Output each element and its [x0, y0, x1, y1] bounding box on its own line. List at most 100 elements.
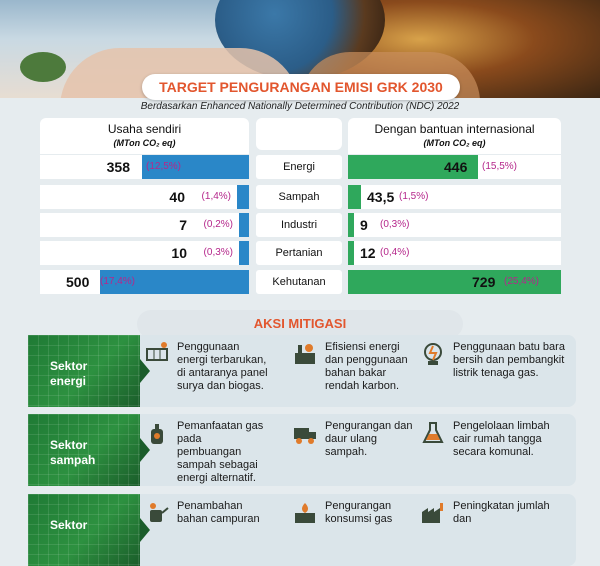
- left-column-unit: (MTon CO₂ eq): [113, 138, 176, 148]
- tree-image: [20, 52, 66, 82]
- gas-factory-icon: [292, 500, 318, 526]
- right-value: 12: [360, 245, 376, 261]
- right-value: 446: [444, 159, 468, 175]
- mitigation-text: Pemanfaatan gas pada pembuangan sampah s…: [177, 420, 264, 484]
- sector-label: Pertanian: [256, 241, 342, 265]
- right-column-header: Dengan bantuan internasional (MTon CO₂ e…: [348, 118, 561, 154]
- left-row: 7 (0,2%): [40, 213, 249, 237]
- sector-title-line-1: Sektor: [50, 438, 88, 452]
- left-value: 40: [169, 189, 185, 205]
- mitigation-text: Penggunaan energi terbarukan, di antaran…: [177, 341, 268, 392]
- left-row: 40 (1,4%): [40, 185, 249, 209]
- sector-label: Industri: [256, 213, 342, 237]
- left-percent: (17,4%): [100, 276, 136, 287]
- right-percent: (15,5%): [482, 161, 518, 172]
- right-row: 729 (25,4%): [348, 270, 561, 294]
- mitigation-item: Peningkatan jumlah dan: [420, 500, 570, 526]
- left-row: 358 (12,5%): [40, 155, 249, 179]
- sector-label-panel: Sektor: [28, 494, 140, 566]
- right-row: 43,5 (1,5%): [348, 185, 561, 209]
- right-percent: (25,4%): [504, 276, 540, 287]
- left-value: 10: [171, 245, 187, 261]
- sector-arrow: [140, 438, 150, 462]
- sector-title: Sektor sampah: [50, 438, 95, 468]
- mitigation-item: Pemanfaatan gas pada pembuangan sampah s…: [144, 420, 268, 485]
- left-value: 358: [106, 159, 130, 175]
- left-row: 500 (17,4%): [40, 270, 249, 294]
- mitigation-item: Pengelolaan limbah cair rumah tangga sec…: [420, 420, 570, 459]
- sector-card: Sektor sampah Pemanfaatan gas pada pembuan…: [28, 414, 576, 486]
- mitigation-item: Pengurangan konsumsi gas: [292, 500, 416, 526]
- mitigation-text: Efisiensi energi dan penggunaan bahan ba…: [325, 341, 408, 392]
- left-value: 7: [179, 217, 187, 233]
- right-percent: (0,3%): [380, 219, 410, 230]
- left-bar: [237, 185, 249, 209]
- left-percent: (1,4%): [201, 191, 231, 202]
- right-bar: [348, 213, 354, 237]
- mitigation-item: Pengurangan dan daur ulang sampah.: [292, 420, 416, 459]
- sector-card: Sektor energi Penggunaan energi terbarukan…: [28, 335, 576, 407]
- left-row: 10 (0,3%): [40, 241, 249, 265]
- sector-title-line-2: sampah: [50, 453, 96, 467]
- right-bar: [348, 155, 478, 179]
- mitigation-text: Penambahan bahan campuran: [177, 500, 260, 525]
- flask-icon: [420, 420, 446, 446]
- recycle-truck-icon: [292, 420, 318, 446]
- left-bar: [239, 213, 249, 237]
- right-column-title: Dengan bantuan internasional: [374, 122, 535, 136]
- left-percent: (0,2%): [203, 219, 233, 230]
- left-column-title: Usaha sendiri: [107, 122, 182, 136]
- mitigation-text: Peningkatan jumlah dan: [453, 500, 550, 525]
- right-value: 729: [472, 274, 496, 290]
- left-value: 500: [66, 274, 90, 290]
- page-title: TARGET PENGURANGAN EMISI GRK 2030: [142, 74, 460, 100]
- page-subtitle: Berdasarkan Enhanced Nationally Determin…: [140, 101, 460, 112]
- right-percent: (0,4%): [380, 247, 410, 258]
- gas-bottle-icon: [144, 420, 170, 446]
- left-bar: [239, 241, 249, 265]
- watering-can-icon: [144, 500, 170, 526]
- mitigation-item: Efisiensi energi dan penggunaan bahan ba…: [292, 341, 416, 393]
- right-bar: [348, 270, 561, 294]
- left-column-header: Usaha sendiri (MTon CO₂ eq): [40, 118, 249, 154]
- mitigation-item: Penambahan bahan campuran: [144, 500, 268, 526]
- right-percent: (1,5%): [399, 191, 429, 202]
- sector-title-line-1: Sektor: [50, 518, 88, 532]
- sector-title: Sektor energi: [50, 359, 87, 389]
- sector-label: Sampah: [256, 185, 342, 209]
- coal-plant-icon: [420, 341, 446, 367]
- mitigation-item: Penggunaan batu bara bersih dan pembangk…: [420, 341, 570, 380]
- sector-title-line-1: Sektor: [50, 359, 88, 373]
- solar-panel-icon: [144, 341, 170, 367]
- left-bar: [100, 270, 249, 294]
- mitigation-text: Pengurangan konsumsi gas: [325, 500, 393, 525]
- sector-title: Sektor: [50, 518, 87, 533]
- sector-label-panel: Sektor energi: [28, 335, 140, 407]
- right-bar: [348, 241, 354, 265]
- factory-efficiency-icon: [292, 341, 318, 367]
- mitigation-text: Penggunaan batu bara bersih dan pembangk…: [453, 341, 565, 379]
- sector-arrow: [140, 518, 150, 542]
- right-bar: [348, 185, 361, 209]
- left-percent: (12,5%): [146, 161, 182, 172]
- right-value: 43,5: [367, 189, 395, 205]
- left-percent: (0,3%): [203, 247, 233, 258]
- sector-arrow: [140, 359, 150, 383]
- sector-column-header: [256, 118, 342, 150]
- mitigation-text: Pengurangan dan daur ulang sampah.: [325, 420, 413, 458]
- mitigation-text: Pengelolaan limbah cair rumah tangga sec…: [453, 420, 550, 458]
- sector-card: Sektor Penambahan bahan campuran Pengurang…: [28, 494, 576, 566]
- right-row: 12 (0,4%): [348, 241, 561, 265]
- sector-label-panel: Sektor sampah: [28, 414, 140, 486]
- left-bar: [142, 155, 249, 179]
- right-row: 446 (15,5%): [348, 155, 561, 179]
- sector-label: Kehutanan: [256, 270, 342, 294]
- right-row: 9 (0,3%): [348, 213, 561, 237]
- industry-icon: [420, 500, 446, 526]
- sector-label: Energi: [256, 155, 342, 179]
- sector-title-line-2: energi: [50, 374, 87, 388]
- right-column-unit: (MTon CO₂ eq): [423, 138, 486, 148]
- aksi-title: AKSI MITIGASI: [137, 310, 463, 338]
- right-value: 9: [360, 217, 368, 233]
- mitigation-item: Penggunaan energi terbarukan, di antaran…: [144, 341, 268, 393]
